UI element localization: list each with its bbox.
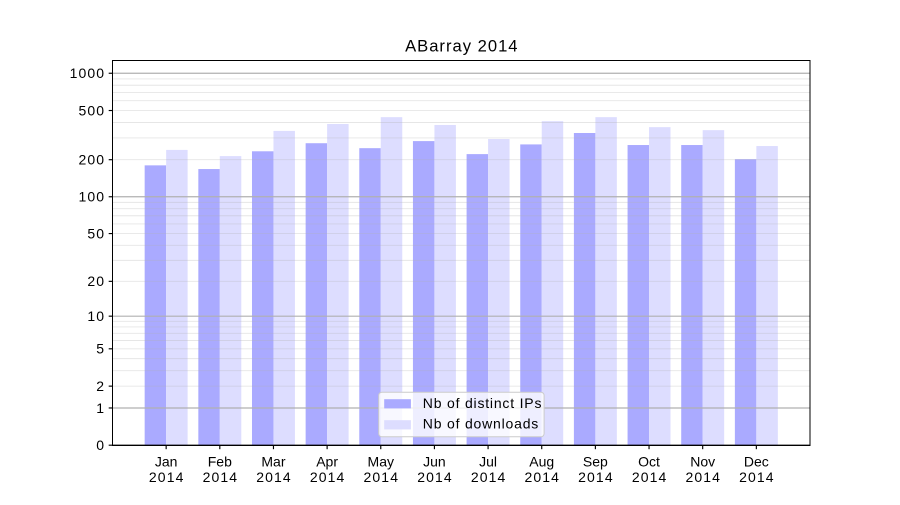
svg-text:1000: 1000 [70,65,106,81]
svg-text:2014: 2014 [417,469,453,485]
svg-text:May: May [368,453,394,469]
svg-text:Jan: Jan [155,453,178,469]
svg-text:20: 20 [87,273,105,289]
svg-text:1: 1 [96,400,105,416]
svg-text:Nb of distinct IPs: Nb of distinct IPs [423,395,542,411]
svg-text:2014: 2014 [364,469,400,485]
svg-text:0: 0 [96,437,105,453]
svg-text:2014: 2014 [256,469,292,485]
svg-text:10: 10 [87,308,105,324]
svg-text:Oct: Oct [638,453,660,469]
svg-text:500: 500 [79,102,106,118]
svg-text:2014: 2014 [578,469,614,485]
svg-text:Jun: Jun [423,453,446,469]
svg-text:Nov: Nov [690,453,715,469]
svg-text:2014: 2014 [739,469,775,485]
svg-text:Aug: Aug [529,453,554,469]
svg-text:50: 50 [87,225,105,241]
svg-text:Feb: Feb [208,453,232,469]
svg-text:Sep: Sep [583,453,608,469]
svg-text:5: 5 [96,341,105,357]
svg-text:Mar: Mar [261,453,285,469]
svg-text:200: 200 [79,152,106,168]
svg-text:2014: 2014 [149,469,185,485]
svg-text:2014: 2014 [203,469,239,485]
svg-text:100: 100 [79,189,106,205]
svg-text:2014: 2014 [310,469,346,485]
svg-text:2: 2 [96,378,105,394]
svg-text:2014: 2014 [632,469,668,485]
svg-text:2014: 2014 [525,469,561,485]
svg-text:2014: 2014 [471,469,507,485]
svg-text:2014: 2014 [685,469,721,485]
svg-text:ABarray 2014: ABarray 2014 [405,36,518,55]
svg-text:Jul: Jul [479,453,497,469]
svg-text:Apr: Apr [316,453,338,469]
svg-text:Dec: Dec [744,453,769,469]
svg-text:Nb of downloads: Nb of downloads [423,415,539,431]
